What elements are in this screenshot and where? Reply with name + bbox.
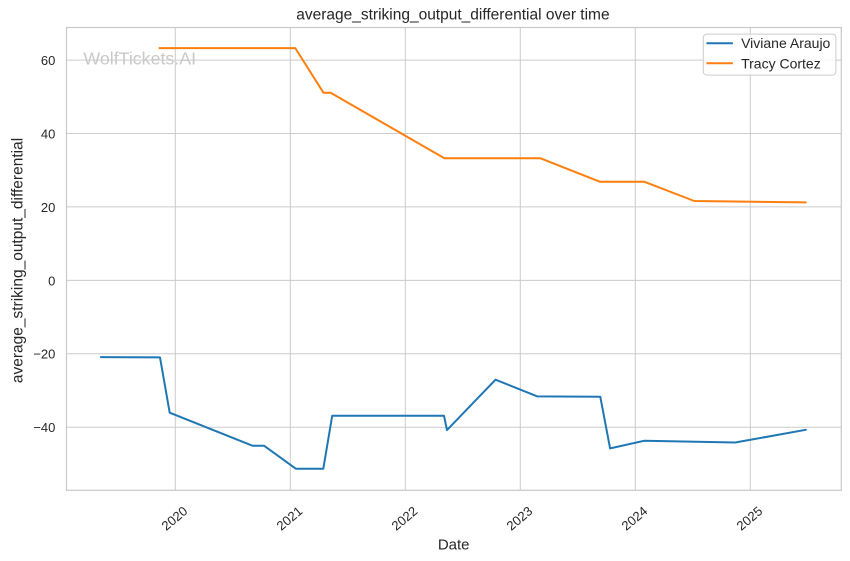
svg-text:40: 40	[41, 126, 55, 141]
svg-text:20: 20	[41, 200, 55, 215]
svg-text:60: 60	[41, 53, 55, 68]
svg-text:Tracy Cortez: Tracy Cortez	[741, 55, 821, 71]
svg-text:average_striking_output_differ: average_striking_output_differential	[10, 138, 27, 383]
svg-text:−20: −20	[33, 347, 55, 362]
svg-text:average_striking_output_differ: average_striking_output_differential ove…	[296, 7, 609, 24]
svg-text:WolfTickets.AI: WolfTickets.AI	[83, 49, 196, 69]
svg-text:Viviane Araujo: Viviane Araujo	[741, 35, 830, 51]
svg-text:0: 0	[48, 273, 55, 288]
svg-text:−40: −40	[33, 420, 55, 435]
svg-text:Date: Date	[438, 537, 470, 554]
